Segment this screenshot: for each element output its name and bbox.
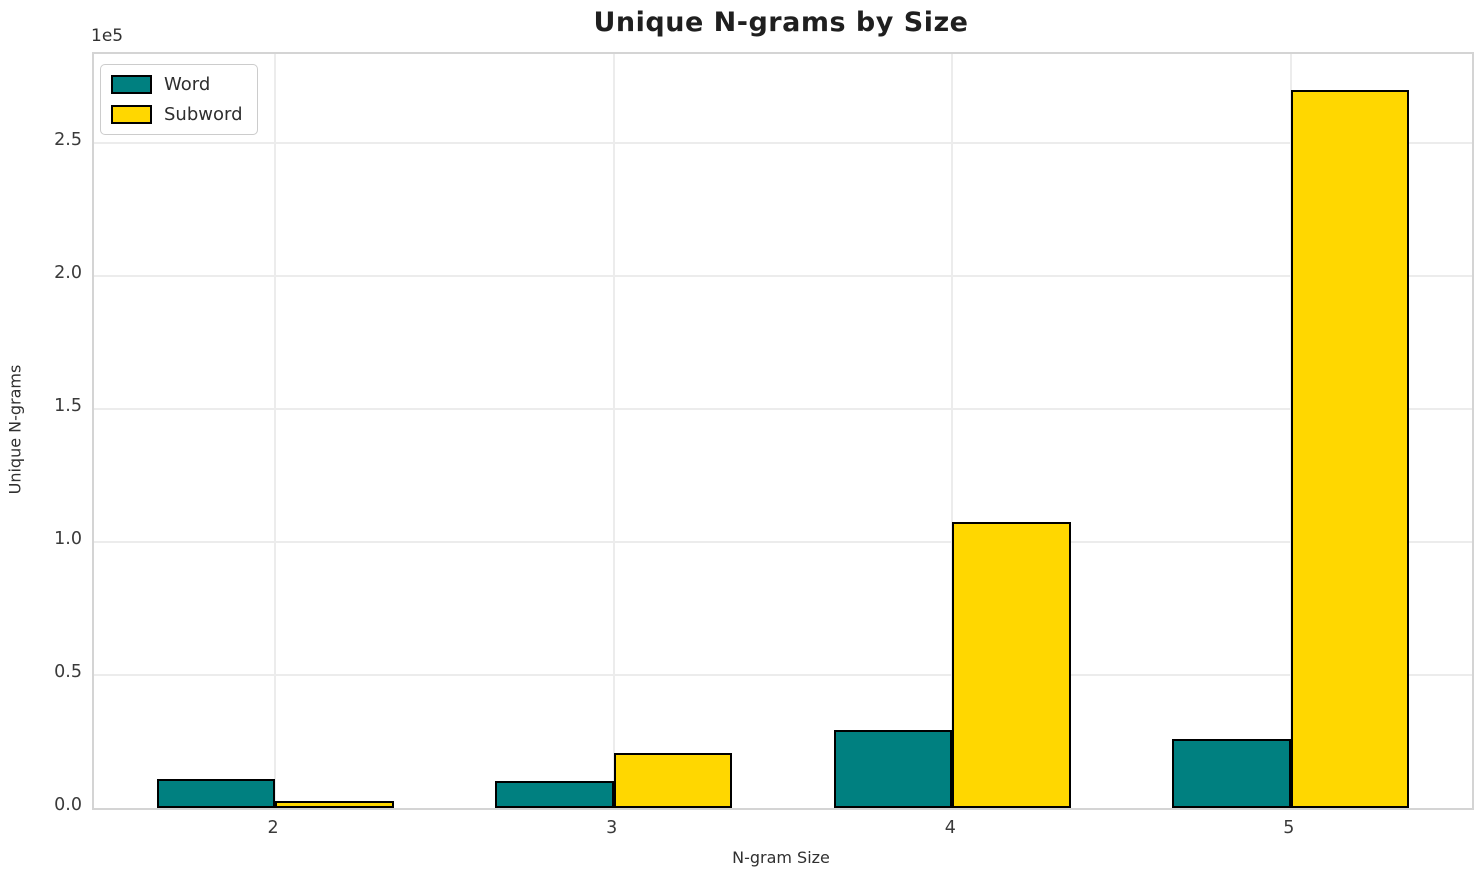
x-tick-label: 5 — [1283, 818, 1295, 838]
x-tick-label: 3 — [606, 818, 618, 838]
bar-word-2 — [156, 778, 276, 808]
gridline-horizontal — [94, 674, 1472, 677]
bar-subword-4 — [952, 522, 1071, 808]
bar-subword-5 — [1290, 89, 1410, 808]
chart-title: Unique N-grams by Size — [593, 7, 969, 38]
legend-label: Subword — [164, 104, 243, 125]
plot-area — [92, 52, 1474, 810]
legend-label: Word — [164, 74, 211, 95]
y-tick-label: 1.0 — [54, 529, 82, 550]
gridline-vertical — [951, 54, 954, 808]
y-axis-offset-label: 1e5 — [91, 26, 124, 46]
gridline-horizontal — [94, 275, 1472, 278]
x-tick-label: 2 — [267, 818, 279, 838]
gridline-horizontal — [94, 142, 1472, 145]
gridline-horizontal — [94, 408, 1472, 411]
x-axis-label: N-gram Size — [732, 848, 830, 867]
y-tick-label: 2.0 — [54, 263, 82, 284]
legend-box: Word Subword — [100, 64, 258, 135]
y-tick-label: 1.5 — [54, 396, 82, 417]
legend-swatch-subword — [111, 105, 152, 124]
legend-item-subword: Subword — [111, 104, 243, 125]
y-tick-label: 2.5 — [54, 130, 82, 151]
bar-word-4 — [833, 729, 953, 808]
bar-word-3 — [495, 781, 614, 808]
y-tick-label: 0.0 — [54, 795, 82, 815]
gridline-horizontal — [94, 541, 1472, 544]
legend-swatch-word — [111, 75, 152, 94]
bar-subword-2 — [275, 801, 394, 808]
x-tick-label: 4 — [944, 818, 956, 838]
gridline-vertical — [612, 54, 615, 808]
bar-subword-3 — [613, 753, 733, 808]
legend-item-word: Word — [111, 74, 243, 95]
gridline-vertical — [274, 54, 277, 808]
y-axis-label: Unique N-grams — [5, 364, 25, 495]
y-tick-label: 0.5 — [54, 662, 82, 683]
bar-word-5 — [1172, 738, 1291, 808]
